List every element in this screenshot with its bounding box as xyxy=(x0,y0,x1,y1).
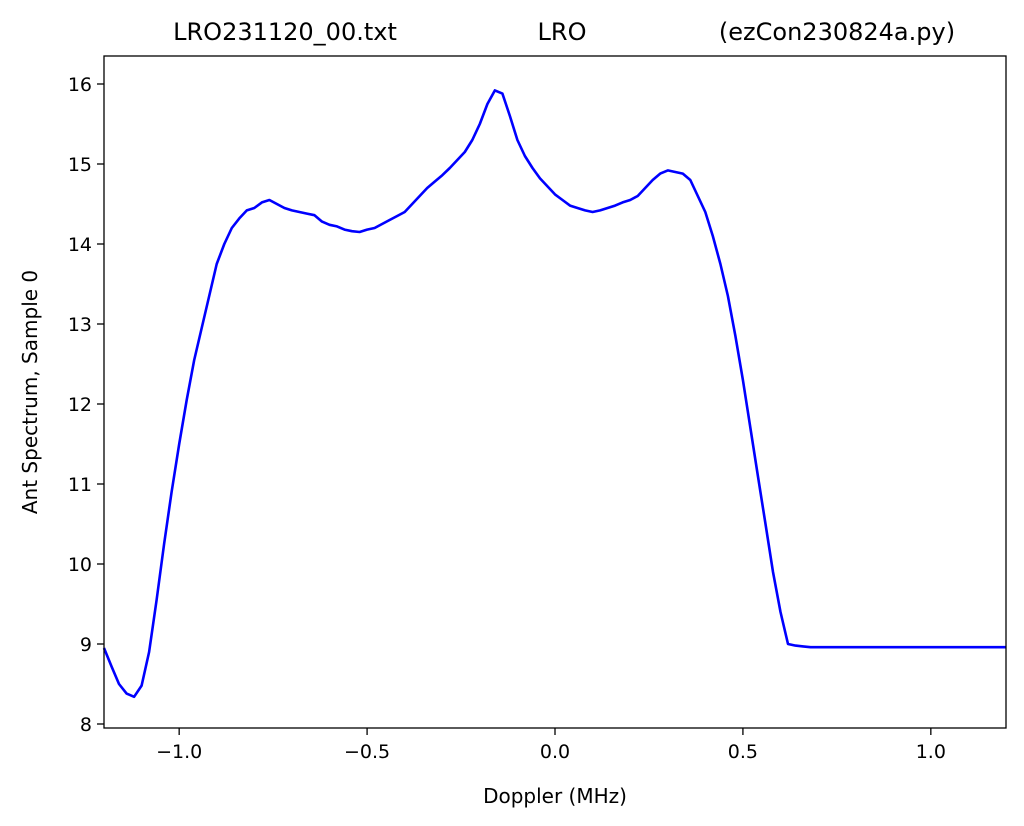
plot-layer xyxy=(102,89,1006,699)
title-center: LRO xyxy=(538,18,587,46)
x-ticks: −1.0 −0.5 0.0 0.5 1.0 xyxy=(156,728,946,763)
title-left: LRO231120_00.txt xyxy=(173,18,397,46)
y-tick-label: 14 xyxy=(68,234,92,256)
x-tick-label: −1.0 xyxy=(156,741,202,763)
y-tick-label: 8 xyxy=(80,714,92,736)
x-axis-label: Doppler (MHz) xyxy=(483,784,627,808)
y-tick-label: 15 xyxy=(68,154,92,176)
y-tick-label: 9 xyxy=(80,634,92,656)
y-ticks: 8 9 10 11 12 13 14 15 16 xyxy=(68,74,104,736)
x-tick-label: 0.0 xyxy=(540,741,570,763)
plot-frame xyxy=(103,55,1007,729)
x-tick-label: 1.0 xyxy=(916,741,946,763)
y-tick-label: 10 xyxy=(68,554,92,576)
x-tick-label: 0.5 xyxy=(728,741,758,763)
title-right: (ezCon230824a.py) xyxy=(719,18,955,46)
y-tick-label: 11 xyxy=(68,474,92,496)
x-tick-label: −0.5 xyxy=(344,741,390,763)
y-tick-label: 12 xyxy=(68,394,92,416)
series-line-0 xyxy=(102,89,1006,699)
y-axis-label: Ant Spectrum, Sample 0 xyxy=(18,270,42,514)
y-tick-label: 13 xyxy=(68,314,92,336)
y-tick-label: 16 xyxy=(68,74,92,96)
